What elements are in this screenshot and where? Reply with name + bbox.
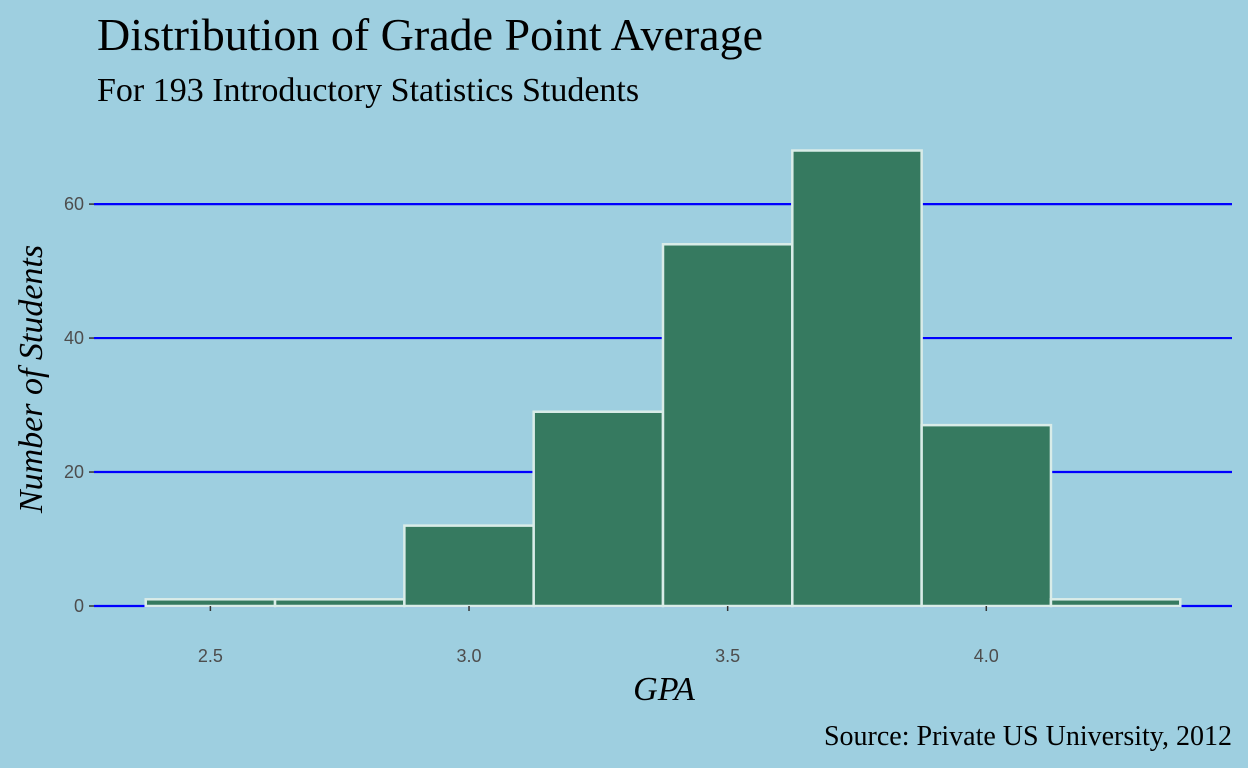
y-tick-label-2: 40 [64, 328, 84, 348]
x-tick-label-1: 3.0 [457, 646, 482, 666]
histogram-bar-0 [144, 598, 277, 608]
chart-subtitle: For 193 Introductory Statistics Students [97, 72, 639, 109]
bars [144, 149, 1182, 608]
histogram-bar-7 [1049, 598, 1182, 608]
histogram-bar-5 [791, 149, 923, 608]
x-tick-label-0: 2.5 [198, 646, 223, 666]
histogram-bar-3 [532, 410, 665, 608]
histogram-bar-1 [273, 598, 406, 608]
y-tick-label-0: 0 [74, 596, 84, 616]
source-caption: Source: Private US University, 2012 [824, 721, 1232, 752]
y-axis-ticks: 0 20 40 60 [64, 194, 94, 616]
y-tick-label-3: 60 [64, 194, 84, 214]
y-tick-label-1: 20 [64, 462, 84, 482]
histogram-bar-2 [403, 524, 535, 608]
x-tick-label-2: 3.5 [715, 646, 740, 666]
chart-title: Distribution of Grade Point Average [97, 9, 763, 60]
histogram-bar-4 [661, 243, 794, 608]
y-axis-label: Number of Students [13, 245, 50, 514]
x-axis-ticks: 2.5 3.0 3.5 4.0 [198, 606, 999, 666]
x-tick-label-3: 4.0 [974, 646, 999, 666]
histogram-bar-6 [920, 423, 1053, 608]
x-axis-label: GPA [633, 671, 695, 708]
